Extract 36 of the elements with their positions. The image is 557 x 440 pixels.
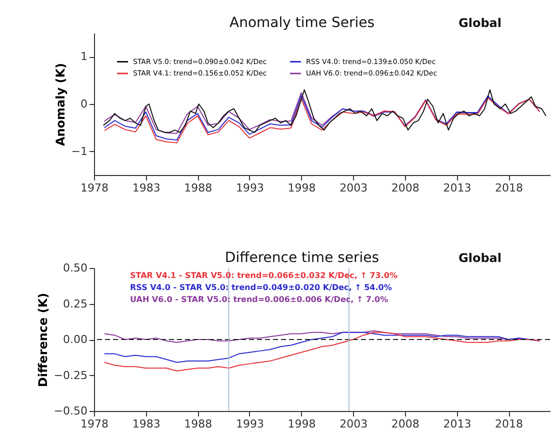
y-tick-label: 0 <box>80 98 88 110</box>
y-tick-label: 0.25 <box>63 297 88 310</box>
x-tick-label: 1988 <box>184 182 212 194</box>
x-tick-label: 1993 <box>236 182 264 194</box>
x-tick-label: 2003 <box>340 418 368 430</box>
x-tick-label: 1978 <box>80 418 108 430</box>
y-tick-label: 1 <box>80 50 88 64</box>
text: Global <box>458 16 502 30</box>
x-tick-label: 2018 <box>495 418 524 430</box>
x-tick-label: 2018 <box>495 182 524 194</box>
chart-title: Difference time series <box>224 250 380 266</box>
y-axis-title: Anomaly (K) <box>53 62 68 146</box>
x-tick-label: 1998 <box>288 418 316 430</box>
x-tick-label: 1983 <box>132 182 160 194</box>
line-series <box>104 332 540 372</box>
x-tick-label: 1988 <box>184 418 212 430</box>
text: UAH V6.0 - STAR V5.0: trend=0.006±0.006 K/Dec, ↑ 7.0% <box>130 295 388 304</box>
y-tick-label: −0.50 <box>54 404 88 418</box>
x-tick-label: 1993 <box>236 418 264 430</box>
x-tick-label: 2008 <box>391 182 420 194</box>
x-tick-label: 2013 <box>443 418 472 430</box>
text: RSS V4.0 - STAR V5.0: trend=0.049±0.020 K/Dec, ↑ 54.0% <box>130 283 392 292</box>
y-tick-label: −1 <box>71 144 88 158</box>
x-tick-label: 2013 <box>443 182 472 194</box>
text: Global <box>458 251 502 265</box>
x-tick-label: 1998 <box>288 182 316 194</box>
x-tick-label: 2008 <box>391 418 420 430</box>
x-tick-label: 1978 <box>80 182 108 194</box>
text: STAR V4.1 - STAR V5.0: trend=0.066±0.032 K/Dec, ↑ 73.0% <box>130 271 398 280</box>
y-axis-title: Difference (K) <box>36 292 50 388</box>
y-tick-label: −0.25 <box>54 368 88 382</box>
y-tick-label: 0.50 <box>63 262 88 274</box>
chart-title: Anomaly time Series <box>230 15 374 31</box>
x-tick-label: 1983 <box>132 418 160 430</box>
x-tick-label: 2003 <box>340 182 368 194</box>
y-tick-label: 0.00 <box>63 333 88 346</box>
